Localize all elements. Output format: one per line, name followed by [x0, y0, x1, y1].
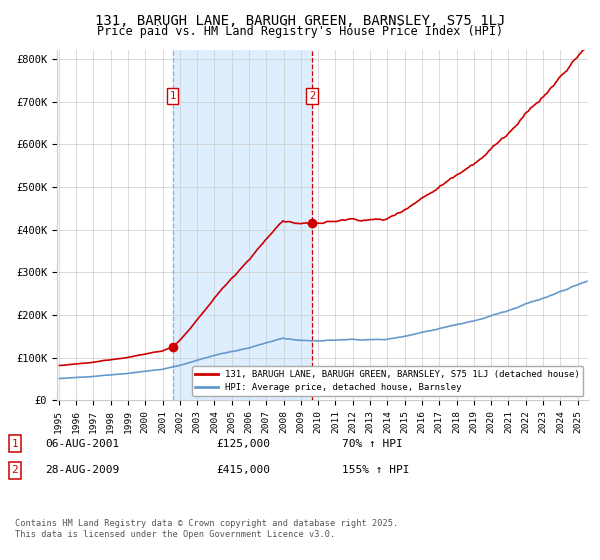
- Bar: [173, 50, 312, 400]
- Text: 28-AUG-2009: 28-AUG-2009: [45, 465, 119, 475]
- Text: £125,000: £125,000: [216, 438, 270, 449]
- Legend: 131, BARUGH LANE, BARUGH GREEN, BARNSLEY, S75 1LJ (detached house), HPI: Average: 131, BARUGH LANE, BARUGH GREEN, BARNSLEY…: [192, 366, 583, 396]
- Text: 2: 2: [11, 465, 19, 475]
- Text: 1: 1: [170, 91, 176, 101]
- Text: 131, BARUGH LANE, BARUGH GREEN, BARNSLEY, S75 1LJ: 131, BARUGH LANE, BARUGH GREEN, BARNSLEY…: [95, 14, 505, 28]
- Text: £415,000: £415,000: [216, 465, 270, 475]
- Text: 06-AUG-2001: 06-AUG-2001: [45, 438, 119, 449]
- Text: 70% ↑ HPI: 70% ↑ HPI: [342, 438, 403, 449]
- Text: 1: 1: [11, 438, 19, 449]
- Text: Contains HM Land Registry data © Crown copyright and database right 2025.
This d: Contains HM Land Registry data © Crown c…: [15, 520, 398, 539]
- Text: 2: 2: [309, 91, 315, 101]
- Text: Price paid vs. HM Land Registry's House Price Index (HPI): Price paid vs. HM Land Registry's House …: [97, 25, 503, 38]
- Text: 155% ↑ HPI: 155% ↑ HPI: [342, 465, 409, 475]
